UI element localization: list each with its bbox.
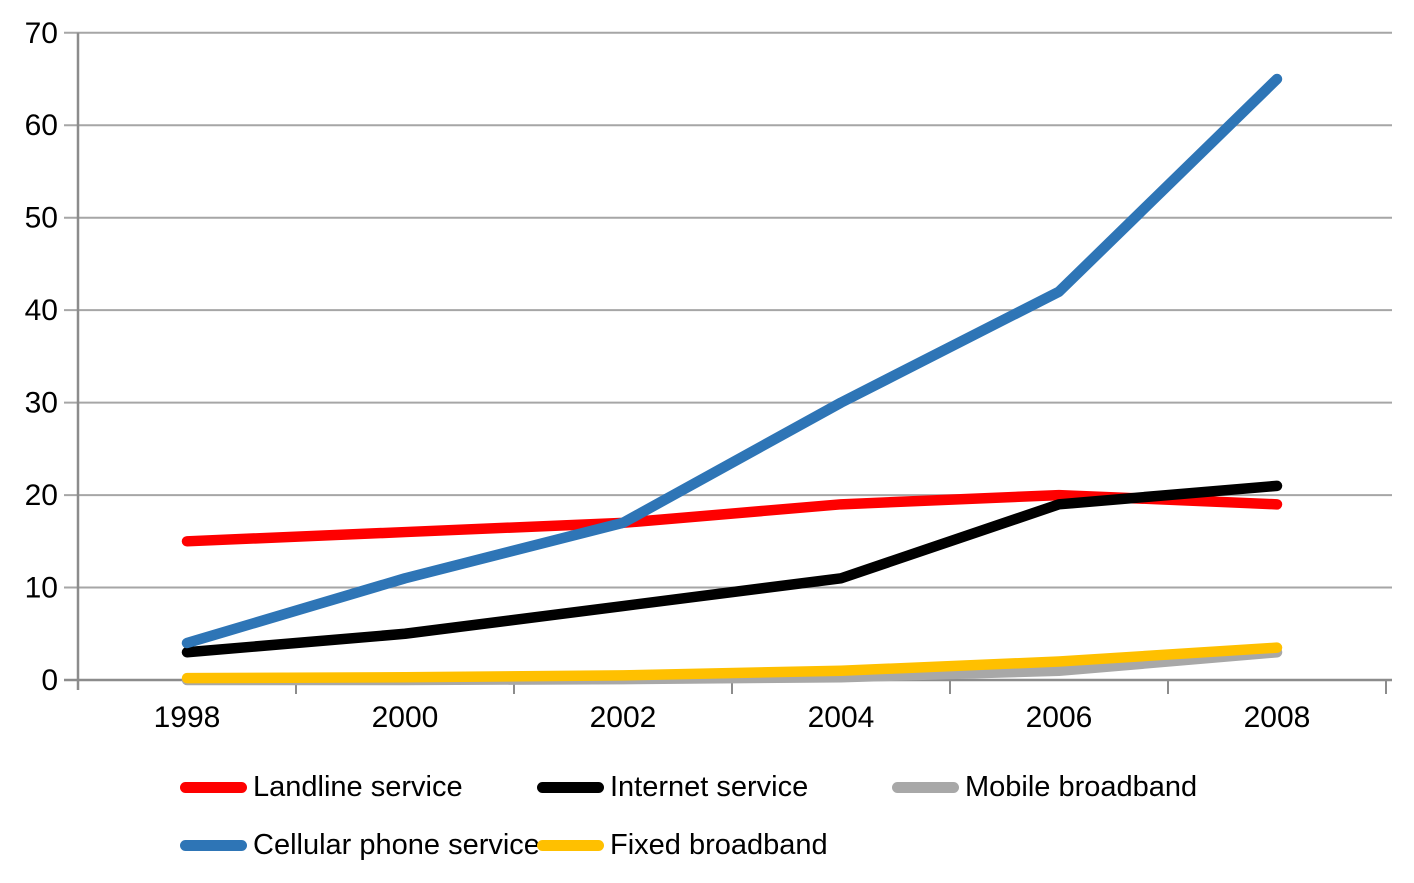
y-axis-tick-label: 10 (25, 572, 58, 605)
legend-item-fixed-broadband: Fixed broadband (537, 827, 828, 863)
chart-legend: Landline service Internet service Mobile b… (0, 745, 1414, 883)
legend-item-landline-service: Landline service (180, 769, 463, 805)
y-axis-tick-label: 50 (25, 202, 58, 235)
series-line-internet-service (181, 480, 1283, 658)
y-axis-tick-label: 70 (25, 17, 58, 50)
legend-item-cellular-phone-service: Cellular phone service (180, 827, 540, 863)
y-axis-tick-label: 20 (25, 479, 58, 512)
x-axis-tick-label: 1998 (154, 701, 221, 734)
legend-label-fixed-broadband: Fixed broadband (610, 829, 828, 861)
x-axis-labels: 1998 2000 2002 2004 2006 2008 (154, 701, 1311, 734)
legend-swatch-mobile-broadband (892, 781, 959, 793)
y-axis-tick-label: 40 (25, 294, 58, 327)
legend-label-internet-service: Internet service (610, 771, 809, 803)
series-line-fixed-broadband (181, 642, 1283, 684)
legend-swatch-cellular-phone-service (180, 839, 247, 851)
series-line-cellular-phone-service (181, 73, 1283, 649)
legend-label-mobile-broadband: Mobile broadband (965, 771, 1198, 803)
y-axis-tick-label: 30 (25, 387, 58, 420)
x-axis-tick-label: 2002 (590, 701, 657, 734)
plot-area: 0 10 20 30 40 50 60 70 1998 2000 2002 2004 2006 2008 (25, 17, 1392, 734)
legend-item-mobile-broadband: Mobile broadband (892, 769, 1197, 805)
x-axis-tick-label: 2004 (808, 701, 875, 734)
x-axis-tick-label: 2008 (1244, 701, 1311, 734)
y-axis-tick-label: 0 (41, 664, 58, 697)
legend-swatch-fixed-broadband (537, 839, 604, 851)
x-axis-tick-label: 2006 (1026, 701, 1093, 734)
legend-label-landline-service: Landline service (253, 771, 463, 803)
x-axis-tick-label: 2000 (372, 701, 439, 734)
legend-label-cellular-phone-service: Cellular phone service (253, 829, 540, 861)
y-axis-tick-label: 60 (25, 109, 58, 142)
y-axis-labels: 0 10 20 30 40 50 60 70 (25, 17, 58, 697)
legend-swatch-landline-service (180, 781, 247, 793)
legend-item-internet-service: Internet service (537, 769, 808, 805)
legend-swatch-internet-service (537, 781, 604, 793)
series-lines (181, 73, 1283, 686)
gridlines (64, 31, 1392, 589)
